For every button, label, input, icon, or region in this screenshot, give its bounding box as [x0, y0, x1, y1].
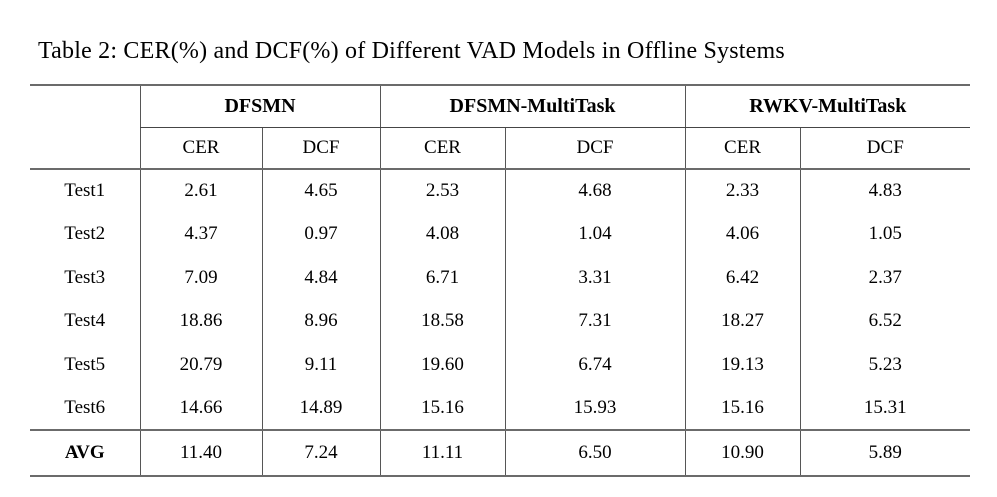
data-cell: 11.11: [379, 429, 506, 477]
row-label: Test6: [64, 396, 106, 418]
data-cell: 3.31: [504, 256, 686, 300]
table-row-test6: Test6 14.66 14.89 15.16 15.93 15.16 15.3…: [30, 386, 971, 430]
table-row-avg: AVG 11.40 7.24 11.11 6.50 10.90 5.89: [30, 429, 971, 477]
row-label: Test5: [64, 353, 106, 375]
table-row-test5: Test5 20.79 9.11 19.60 6.74 19.13 5.23: [30, 343, 971, 387]
row-label: Test1: [64, 180, 106, 202]
data-cell: 15.93: [504, 386, 686, 430]
data-cell: 1.04: [504, 212, 686, 256]
subheader-dfsmn-cer: CER: [139, 127, 262, 170]
data-cell: 4.37: [139, 212, 262, 256]
data-cell: 1.05: [799, 212, 971, 256]
row-label: Test3: [64, 266, 106, 288]
data-cell: 7.31: [504, 299, 686, 343]
header-group-row: DFSMN DFSMN-MultiTask RWKV-MultiTask: [30, 84, 971, 128]
data-cell: 10.90: [684, 429, 801, 477]
subheader-dfsmn-multitask-dcf: DCF: [504, 127, 686, 170]
data-cell: 6.74: [504, 343, 686, 387]
data-cell: 2.37: [799, 256, 971, 300]
group-header-rwkv-multitask: RWKV-MultiTask: [684, 84, 971, 128]
data-cell: 2.61: [139, 169, 262, 213]
group-header-dfsmn: DFSMN: [139, 84, 381, 128]
table-caption: Table 2: CER(%) and DCF(%) of Different …: [38, 38, 785, 64]
data-cell: 6.52: [799, 299, 971, 343]
data-cell: 4.83: [799, 169, 971, 213]
table-row-test2: Test2 4.37 0.97 4.08 1.04 4.06 1.05: [30, 212, 971, 256]
data-cell: 15.31: [799, 386, 971, 430]
data-cell: 14.66: [139, 386, 262, 430]
data-cell: 9.11: [261, 343, 381, 387]
subheader-dfsmn-dcf: DCF: [261, 127, 381, 170]
stub-subheader-cell: [30, 127, 140, 170]
subheader-dfsmn-multitask-cer: CER: [379, 127, 506, 170]
data-cell: 11.40: [139, 429, 262, 477]
data-cell: 19.60: [379, 343, 506, 387]
subheader-rwkv-multitask-dcf: DCF: [799, 127, 971, 170]
table-row-test3: Test3 7.09 4.84 6.71 3.31 6.42 2.37: [30, 256, 971, 300]
data-cell: 18.58: [379, 299, 506, 343]
data-cell: 6.50: [504, 429, 686, 477]
row-label: Test4: [64, 310, 106, 332]
table-row-test4: Test4 18.86 8.96 18.58 7.31 18.27 6.52: [30, 299, 971, 343]
data-cell: 18.86: [139, 299, 262, 343]
table-row-test1: Test1 2.61 4.65 2.53 4.68 2.33 4.83: [30, 169, 971, 213]
data-cell: 20.79: [139, 343, 262, 387]
data-cell: 5.89: [799, 429, 971, 477]
data-cell: 0.97: [261, 212, 381, 256]
data-cell: 8.96: [261, 299, 381, 343]
data-cell: 4.08: [379, 212, 506, 256]
data-cell: 6.71: [379, 256, 506, 300]
stub-header-cell: [30, 84, 140, 127]
subheader-rwkv-multitask-cer: CER: [684, 127, 801, 170]
header-subcolumn-row: CER DCF CER DCF CER DCF: [30, 127, 971, 170]
data-cell: 4.65: [261, 169, 381, 213]
data-cell: 4.84: [261, 256, 381, 300]
row-label: Test2: [64, 223, 106, 245]
data-cell: 19.13: [684, 343, 801, 387]
data-cell: 7.24: [261, 429, 381, 477]
data-cell: 5.23: [799, 343, 971, 387]
data-cell: 6.42: [684, 256, 801, 300]
results-table: DFSMN DFSMN-MultiTask RWKV-MultiTask CER…: [30, 84, 971, 477]
data-cell: 2.33: [684, 169, 801, 213]
data-cell: 15.16: [684, 386, 801, 430]
data-cell: 7.09: [139, 256, 262, 300]
group-header-dfsmn-multitask: DFSMN-MultiTask: [379, 84, 686, 128]
data-cell: 2.53: [379, 169, 506, 213]
data-cell: 18.27: [684, 299, 801, 343]
data-cell: 4.06: [684, 212, 801, 256]
data-cell: 14.89: [261, 386, 381, 430]
data-cell: 4.68: [504, 169, 686, 213]
avg-row-label: AVG: [30, 429, 140, 477]
data-cell: 15.16: [379, 386, 506, 430]
